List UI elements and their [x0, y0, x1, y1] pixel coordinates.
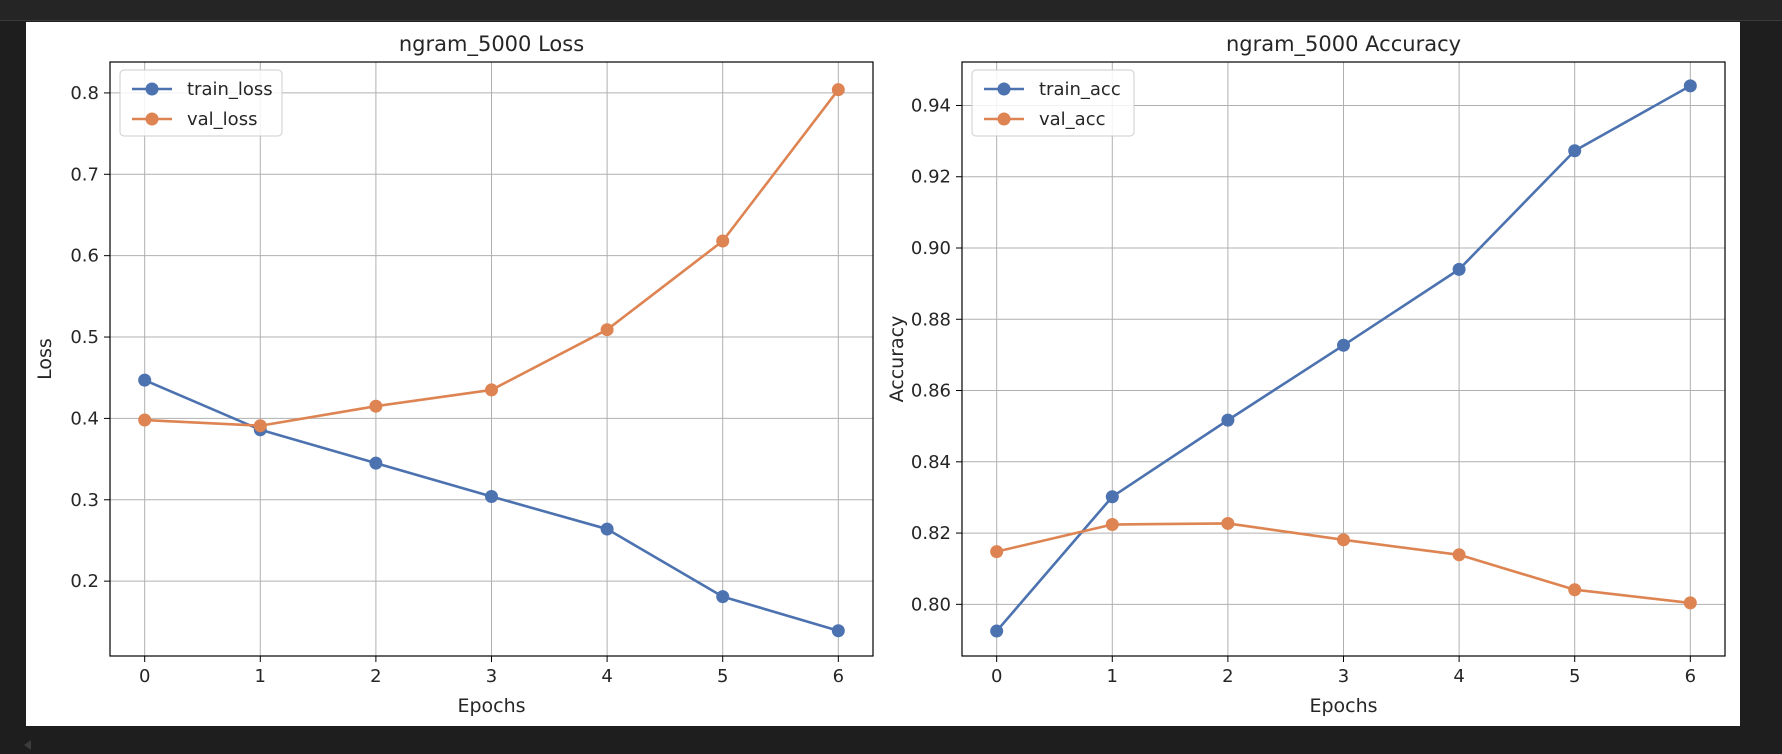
y-tick-label: 0.90 — [911, 238, 951, 259]
y-tick-label: 0.86 — [911, 381, 951, 402]
y-tick-label: 0.94 — [911, 95, 951, 116]
data-point — [1568, 583, 1582, 597]
x-tick-label: 1 — [255, 666, 266, 687]
data-point — [1337, 533, 1350, 547]
x-axis-label: Epochs — [1309, 695, 1377, 717]
data-point — [716, 590, 730, 604]
data-point — [1221, 516, 1235, 530]
x-tick-label: 6 — [1685, 666, 1696, 687]
y-tick-label: 0.84 — [911, 452, 951, 473]
y-tick-label: 0.3 — [70, 490, 99, 511]
legend-swatch-marker — [997, 112, 1011, 126]
y-axis-label: Loss — [34, 338, 56, 380]
series-train_acc — [990, 79, 1697, 638]
y-tick-label: 0.7 — [70, 164, 99, 185]
y-tick-label: 0.4 — [70, 408, 99, 429]
x-tick-label: 4 — [1453, 666, 1464, 687]
x-axis-label: Epochs — [457, 695, 525, 717]
y-tick-label: 0.2 — [70, 571, 99, 592]
data-point — [369, 399, 383, 413]
data-point — [600, 323, 614, 337]
chart-title: ngram_5000 Loss — [399, 32, 584, 57]
series-val_acc — [990, 516, 1697, 610]
x-tick-label: 0 — [991, 666, 1002, 687]
loss-chart: 0 1 2 3 4 5 6 0.2 0.3 0.4 0.5 0.6 0.7 0.8 ngram_5000 L… — [34, 32, 874, 717]
y-tick-label: 0.8 — [70, 83, 99, 104]
data-point — [1683, 596, 1697, 610]
x-tick-label: 6 — [833, 666, 844, 687]
y-tick-label: 0.5 — [70, 327, 99, 348]
legend-swatch-marker — [997, 82, 1011, 96]
data-point — [990, 624, 1004, 638]
data-point — [485, 383, 498, 397]
data-point — [1452, 262, 1466, 276]
data-point — [831, 83, 845, 97]
notebook-toolbar-strip — [0, 0, 1782, 21]
data-point — [600, 522, 614, 536]
data-point — [990, 545, 1004, 559]
legend: train_loss val_loss — [119, 69, 283, 137]
chart-title: ngram_5000 Accuracy — [1226, 32, 1461, 57]
grid — [962, 62, 1725, 656]
cell-output: 0 1 2 3 4 5 6 0.2 0.3 0.4 0.5 0.6 0.7 0.8 ngram_5000 L… — [26, 22, 1740, 726]
y-axis-label: Accuracy — [886, 316, 908, 403]
x-tick-label: 4 — [601, 666, 612, 687]
y-tick-label: 0.92 — [911, 167, 951, 188]
legend-label: train_loss — [187, 79, 273, 100]
legend-swatch-marker — [145, 82, 159, 96]
x-tick-label: 5 — [717, 666, 728, 687]
y-tick-label: 0.80 — [911, 594, 951, 615]
data-point — [138, 413, 152, 427]
y-tick-label: 0.88 — [911, 309, 951, 330]
accuracy-chart: 0 1 2 3 4 5 6 0.80 0.82 0.84 0.86 0.88 0.90 0.92 0.94 n… — [886, 32, 1726, 717]
data-point — [138, 373, 152, 387]
x-tick-label: 2 — [1222, 666, 1233, 687]
legend-swatch-marker — [145, 112, 159, 126]
x-tick-label: 2 — [370, 666, 381, 687]
x-tick-label: 3 — [1338, 666, 1349, 687]
y-tick-label: 0.6 — [70, 246, 99, 267]
legend-label: train_acc — [1039, 79, 1121, 100]
data-point — [716, 234, 730, 248]
grid — [110, 62, 873, 656]
data-point — [1683, 79, 1697, 93]
data-point — [1337, 338, 1350, 352]
data-point — [1452, 548, 1466, 562]
legend: train_acc val_acc — [971, 69, 1135, 137]
x-tick-label: 1 — [1107, 666, 1118, 687]
x-tick-label: 5 — [1569, 666, 1580, 687]
data-point — [1105, 518, 1119, 532]
data-point — [1568, 144, 1582, 158]
data-point — [369, 456, 383, 470]
data-point — [1105, 490, 1119, 504]
x-tick-label: 0 — [139, 666, 150, 687]
resize-grip-icon[interactable] — [24, 740, 32, 750]
data-point — [485, 490, 498, 504]
legend-label: val_loss — [187, 109, 257, 130]
series-val_loss — [138, 83, 845, 433]
x-tick-label: 3 — [486, 666, 497, 687]
data-point — [831, 624, 845, 638]
data-point — [253, 419, 267, 433]
figure: 0 1 2 3 4 5 6 0.2 0.3 0.4 0.5 0.6 0.7 0.8 ngram_5000 L… — [34, 32, 1726, 717]
data-point — [1221, 413, 1235, 427]
legend-label: val_acc — [1039, 109, 1106, 130]
y-tick-label: 0.82 — [911, 523, 951, 544]
